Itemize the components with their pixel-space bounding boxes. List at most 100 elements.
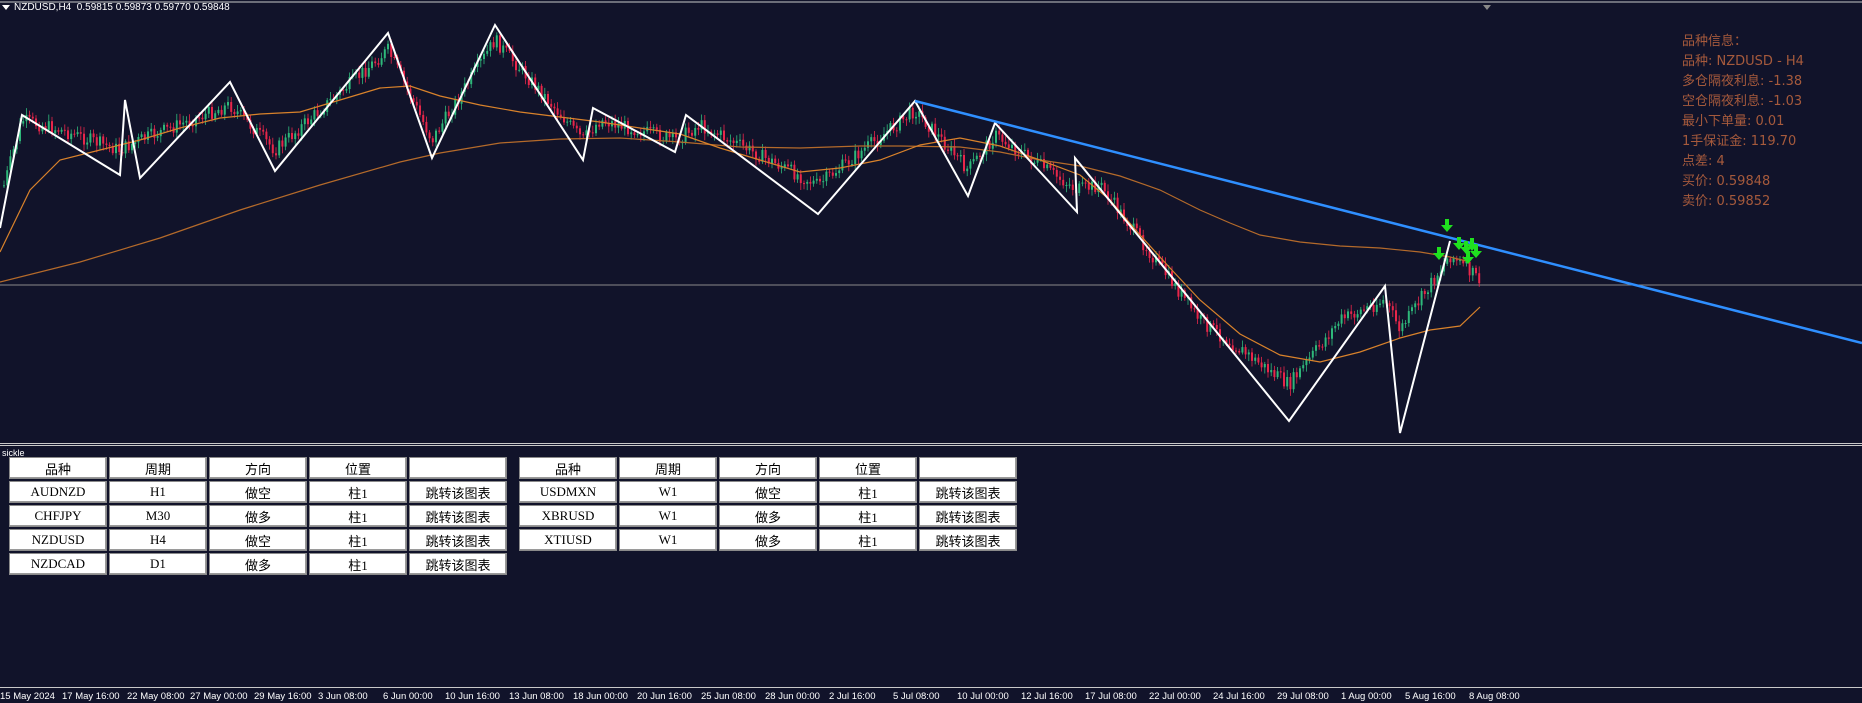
candle-body <box>41 126 44 132</box>
candle-body <box>1404 322 1407 324</box>
candle-body <box>358 72 361 78</box>
candle-body <box>1343 314 1346 319</box>
candle-body <box>1180 290 1183 297</box>
candle-body <box>1123 209 1125 222</box>
cell-symbol: NZDUSD <box>9 529 107 551</box>
time-axis-label: 28 Jun 00:00 <box>765 691 820 702</box>
candle-body <box>1331 328 1333 339</box>
candle-body <box>191 124 194 127</box>
jump-to-chart-button[interactable]: 跳转该图表 <box>409 553 507 575</box>
candle-body <box>175 120 178 133</box>
candle-body <box>1196 308 1199 319</box>
candle-body <box>1267 363 1269 373</box>
candle-body <box>1087 182 1090 190</box>
candle-body <box>1478 273 1481 284</box>
candle-body <box>223 105 226 115</box>
candle-body <box>726 140 729 142</box>
candle-body <box>703 120 706 134</box>
candle-body <box>716 133 719 135</box>
candle-body <box>569 120 572 122</box>
candle-body <box>143 134 146 140</box>
scroll-marker-icon[interactable] <box>1483 5 1491 10</box>
candle-body <box>1471 267 1474 276</box>
candle-body <box>1375 304 1378 312</box>
candle-body <box>335 94 338 100</box>
candle-body <box>79 132 82 134</box>
time-axis-label: 5 Jul 08:00 <box>893 691 940 702</box>
candle-body <box>111 146 114 154</box>
candle-body <box>83 133 85 145</box>
candle-body <box>1452 258 1455 263</box>
candle-body <box>1155 256 1157 263</box>
candle-body <box>780 167 783 169</box>
candle-body <box>761 149 764 162</box>
cell-period: H4 <box>109 529 207 551</box>
candle-body <box>179 120 181 125</box>
candle-body <box>998 130 1001 135</box>
candle-body <box>732 140 735 144</box>
jump-to-chart-button[interactable]: 跳转该图表 <box>919 529 1017 551</box>
jump-to-chart-button[interactable]: 跳转该图表 <box>409 505 507 527</box>
candle-body <box>553 106 556 109</box>
candle-body <box>483 53 485 60</box>
candle-body <box>748 145 751 151</box>
candle-body <box>214 113 217 119</box>
subwindow-divider[interactable] <box>0 445 1862 446</box>
candle-body <box>198 117 201 119</box>
candle-body <box>137 137 140 143</box>
candle-body <box>518 69 521 71</box>
header-symbol: 品种 <box>9 457 107 479</box>
down-arrow-icon <box>1470 251 1482 258</box>
header-position: 位置 <box>309 457 407 479</box>
candle-body <box>671 132 674 138</box>
candle-body <box>652 127 655 129</box>
candle-body <box>1244 347 1247 355</box>
header-action <box>919 457 1017 479</box>
candle-body <box>1247 352 1250 355</box>
candle-body <box>1350 311 1353 314</box>
candle-body <box>1283 372 1285 387</box>
time-axis-label: 17 May 16:00 <box>62 691 120 702</box>
candle-body <box>867 141 869 148</box>
candle-body <box>262 129 265 132</box>
jump-to-chart-button[interactable]: 跳转该图表 <box>409 481 507 503</box>
candle-body <box>1161 259 1164 264</box>
table-row: CHFJPY M30 做多 柱1 跳转该图表 <box>9 505 507 527</box>
candle-body <box>431 138 434 143</box>
candle-body <box>771 158 773 164</box>
trendline[interactable] <box>914 99 1862 345</box>
jump-to-chart-button[interactable]: 跳转该图表 <box>409 529 507 551</box>
table-row: XTIUSD W1 做多 柱1 跳转该图表 <box>519 529 1017 551</box>
candle-body <box>419 105 421 115</box>
candle-body <box>665 132 668 141</box>
candle-body <box>1113 197 1116 200</box>
time-axis-label: 1 Aug 00:00 <box>1341 691 1392 702</box>
candle-body <box>150 128 153 132</box>
candle-body <box>1382 299 1385 304</box>
candle-body <box>819 178 821 182</box>
candle-body <box>713 133 716 135</box>
jump-to-chart-button[interactable]: 跳转该图表 <box>919 505 1017 527</box>
subwindow-divider[interactable] <box>0 443 1862 444</box>
candle-body <box>1411 307 1413 312</box>
candle-body <box>393 57 396 59</box>
candle-body <box>1119 209 1122 213</box>
candle-body <box>540 85 543 100</box>
candle-body <box>1292 372 1295 390</box>
price-chart[interactable] <box>0 0 1862 445</box>
candle-body <box>559 114 562 118</box>
candle-body <box>822 181 825 183</box>
candle-body <box>1215 325 1218 330</box>
candle-body <box>684 127 687 143</box>
header-symbol: 品种 <box>519 457 617 479</box>
candle-body <box>44 126 47 131</box>
cell-direction: 做多 <box>209 553 307 575</box>
down-arrow-icon <box>1457 237 1461 244</box>
candle-body <box>297 133 300 136</box>
candle-body <box>639 134 642 136</box>
candle-body <box>668 132 671 138</box>
candle-body <box>889 123 892 131</box>
dropdown-triangle-icon[interactable] <box>2 4 10 10</box>
candle-body <box>1033 162 1036 164</box>
jump-to-chart-button[interactable]: 跳转该图表 <box>919 481 1017 503</box>
